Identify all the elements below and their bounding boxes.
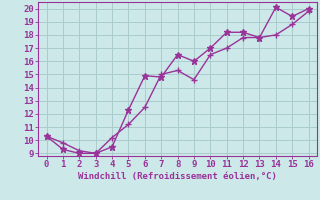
X-axis label: Windchill (Refroidissement éolien,°C): Windchill (Refroidissement éolien,°C) [78,172,277,181]
